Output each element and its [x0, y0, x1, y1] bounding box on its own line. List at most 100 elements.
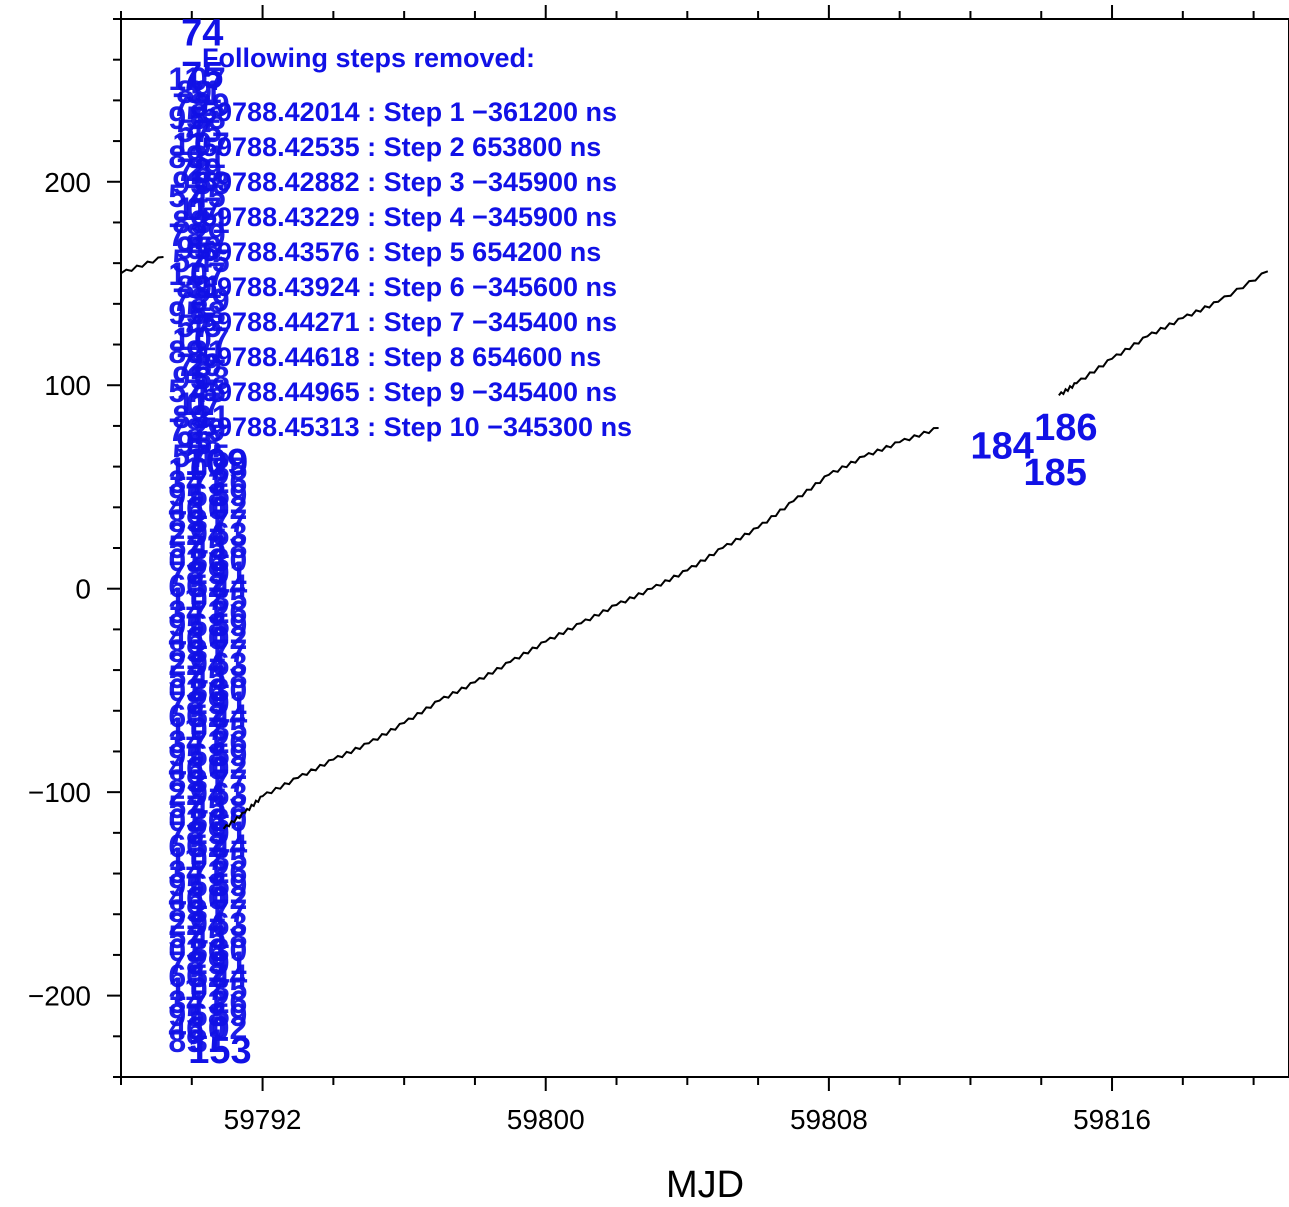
- legend-entry: 59788.45313 : Step 10 −345300 ns: [202, 412, 632, 442]
- step-label-overlap: 94: [190, 646, 226, 682]
- step-label-overlap: 18: [212, 789, 248, 825]
- step-label-overlap: 11: [168, 581, 202, 617]
- step-label-overlap: 73: [190, 854, 226, 890]
- step-label-overlap: 78: [172, 282, 208, 318]
- step-label-overlap: 85: [212, 971, 248, 1007]
- step-label-overlap: 18: [212, 529, 248, 565]
- step-label-overlap: 86: [190, 672, 226, 708]
- legend-entry: 59788.42882 : Step 3 −345900 ns: [202, 167, 617, 197]
- step-label-overlap: 11: [168, 841, 202, 877]
- step-label-overlap: 78: [168, 815, 204, 851]
- step-label-overlap: 45: [194, 243, 230, 279]
- step-label-overlap: 29: [190, 685, 226, 721]
- step-label-overlap: 46: [168, 490, 204, 526]
- step-label-overlap: 29: [190, 217, 226, 253]
- step-label-overlap: 11: [172, 126, 206, 162]
- step-label-overlap: 57: [168, 373, 204, 409]
- step-label-overlap: 78: [168, 412, 204, 448]
- step-label-overlap: 94: [190, 776, 226, 812]
- step-label-overlap: 78: [176, 347, 212, 383]
- step-label-overlap: 77: [212, 893, 248, 929]
- step-label-overlap: 95: [172, 165, 208, 201]
- step-label-overlap: 11: [176, 191, 210, 227]
- step-label-overlap: 07: [190, 581, 226, 617]
- step-label-overlap: 68: [186, 230, 222, 266]
- step-label-overlap: 31: [190, 1023, 226, 1059]
- step-label-overlap: 60: [168, 958, 204, 994]
- step-label-overlap: 46: [168, 1010, 204, 1046]
- step-label-overlap: 11: [168, 61, 202, 97]
- step-label-overlap: 60: [168, 698, 204, 734]
- point-label: 153: [188, 1030, 251, 1072]
- y-tick-label: −200: [28, 981, 91, 1012]
- step-label-overlap: 02: [212, 1010, 248, 1046]
- step-label-overlap: 26: [212, 854, 248, 890]
- x-axis-title: MJD: [666, 1164, 744, 1206]
- step-label-overlap: 68: [194, 165, 230, 201]
- step-label-overlap: 52: [190, 698, 226, 734]
- step-label-overlap: 89: [172, 399, 208, 435]
- step-label-overlap: 89: [176, 74, 212, 110]
- step-label-overlap: 02: [212, 880, 248, 916]
- step-label-overlap: 07: [190, 971, 226, 1007]
- data-line: [120, 256, 1269, 830]
- step-label-overlap: 03: [168, 932, 204, 968]
- step-label-overlap: 30: [212, 672, 248, 708]
- step-label-overlap: 11: [168, 256, 202, 292]
- step-label-overlap: 95: [172, 360, 208, 396]
- step-label-overlap: 86: [190, 542, 226, 578]
- legend-entry: 59788.42535 : Step 2 653800 ns: [202, 132, 601, 162]
- step-label-overlap: 94: [190, 516, 226, 552]
- y-tick-label: 0: [75, 574, 91, 605]
- step-label-overlap: 45: [190, 659, 226, 695]
- step-label-overlap: 57: [168, 659, 204, 695]
- step-label-overlap: 03: [168, 672, 204, 708]
- step-label-overlap: 34: [168, 984, 204, 1020]
- y-tick-label: −100: [28, 777, 91, 808]
- step-label-overlap: 95: [168, 867, 204, 903]
- point-label: 75: [181, 55, 223, 97]
- step-label-overlap: 07: [186, 191, 222, 227]
- step-label-overlap: 46: [168, 620, 204, 656]
- step-label-overlap: 31: [190, 139, 226, 175]
- step-label-overlap: 18: [212, 659, 248, 695]
- step-label-overlap: 46: [168, 880, 204, 916]
- step-label-overlap: 78: [168, 685, 204, 721]
- step-label-overlap: 95: [168, 295, 204, 331]
- step-label-overlap: 45: [190, 919, 226, 955]
- step-label-overlap: 63: [212, 776, 248, 812]
- step-label-overlap: 78: [176, 152, 212, 188]
- step-label-overlap: 57: [168, 919, 204, 955]
- step-label-overlap: 89: [176, 269, 212, 305]
- step-label-overlap: 77: [212, 763, 248, 799]
- step-label-overlap: 31: [186, 74, 222, 110]
- step-label-overlap: 26: [212, 984, 248, 1020]
- step-label-overlap: 91: [212, 555, 248, 591]
- step-label-overlap: 94: [190, 906, 226, 942]
- step-label-overlap: 68: [186, 425, 222, 461]
- step-label-overlap: 10: [190, 490, 226, 526]
- step-label-overlap: 95: [168, 100, 204, 136]
- step-label-overlap: 91: [212, 945, 248, 981]
- step-label-overlap: 59: [212, 867, 248, 903]
- step-label-overlap: 73: [190, 984, 226, 1020]
- step-label-overlap: 46: [168, 750, 204, 786]
- step-label-overlap: 78: [168, 945, 204, 981]
- step-label-overlap: 07: [190, 61, 226, 97]
- step-label-overlap: 85: [212, 581, 248, 617]
- legend-heading: Following steps removed:: [202, 43, 535, 73]
- step-label-overlap: 68: [190, 607, 226, 643]
- legend-entry: 59788.43924 : Step 6 −345600 ns: [202, 272, 617, 302]
- step-label-overlap: 59: [212, 737, 248, 773]
- step-label-overlap: 34: [168, 724, 204, 760]
- step-label-overlap: 85: [212, 451, 248, 487]
- step-label-overlap: 03: [168, 542, 204, 578]
- step-label-overlap: 60: [168, 828, 204, 864]
- step-label-overlap: 95: [176, 425, 212, 461]
- point-label: 184: [970, 425, 1033, 467]
- step-label-overlap: 78: [172, 87, 208, 123]
- step-label-overlap: 22: [168, 646, 204, 682]
- step-label-overlap: 57: [168, 529, 204, 565]
- step-label-overlap: 89: [168, 334, 204, 370]
- step-label-overlap: 85: [212, 711, 248, 747]
